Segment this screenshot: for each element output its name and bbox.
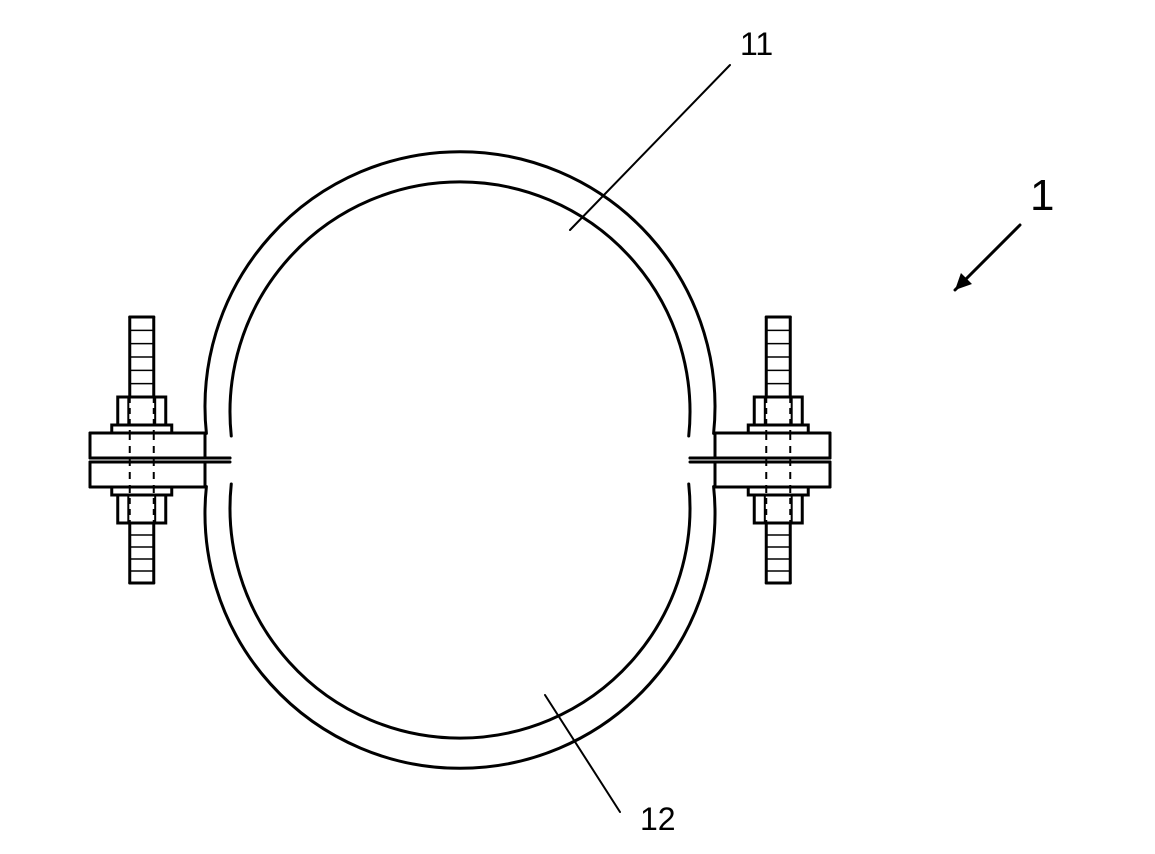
label-assembly: 1 [1030,171,1054,220]
label-11: 11 [740,26,773,62]
label-12: 12 [640,801,676,837]
